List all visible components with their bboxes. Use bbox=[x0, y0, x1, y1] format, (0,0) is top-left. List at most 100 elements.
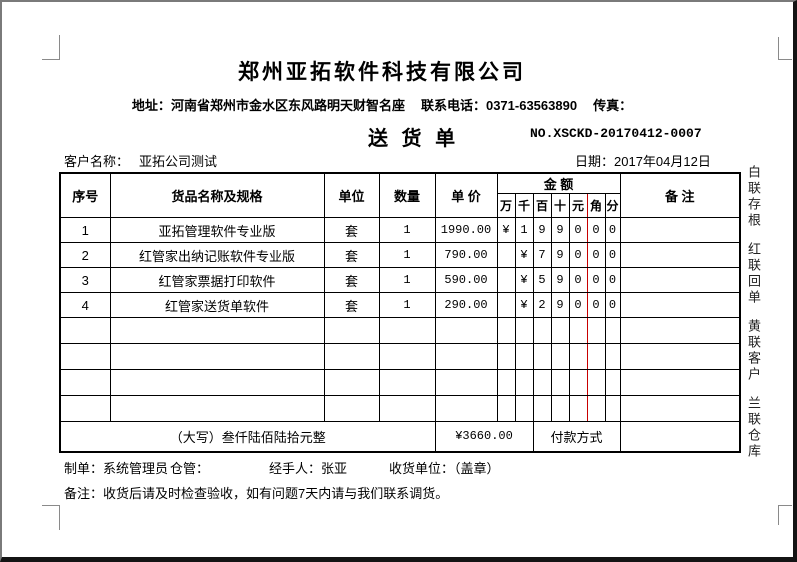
header-amount: 金 额 bbox=[496, 172, 621, 194]
cell-unit: 套 bbox=[323, 292, 380, 318]
copy-labels: 白联存根 红联回单 黄联客户 兰联仓库 bbox=[743, 165, 763, 460]
amount-digit: 9 bbox=[550, 242, 570, 268]
amount-digit: ¥ bbox=[514, 242, 534, 268]
date-field: 日期：2017年04月12日 bbox=[575, 151, 711, 170]
cell-qty: 1 bbox=[378, 242, 436, 268]
cell-remark bbox=[619, 217, 741, 243]
cell-remark bbox=[619, 267, 741, 293]
amount-digit: 0 bbox=[604, 267, 621, 293]
amount-digit: 0 bbox=[604, 292, 621, 318]
maker-label: 制单： bbox=[64, 461, 104, 476]
table-row-empty bbox=[59, 395, 741, 422]
digit-header-yuan: 元 bbox=[568, 193, 588, 218]
copy-label-blue-warehouse: 兰联仓库 bbox=[746, 396, 761, 460]
digit-header-bai: 百 bbox=[532, 193, 552, 218]
cell-remark bbox=[619, 242, 741, 268]
warehouse-field: 仓管： bbox=[170, 458, 209, 477]
amount-digit: 7 bbox=[532, 242, 552, 268]
amount-digit: 0 bbox=[604, 217, 621, 243]
date-label: 日期： bbox=[575, 154, 615, 169]
summary-remark-cell bbox=[619, 421, 741, 452]
digit-header-fen: 分 bbox=[604, 193, 621, 218]
cell-product-name: 亚拓管理软件专业版 bbox=[109, 217, 325, 243]
date-value: 2017年04月12日 bbox=[614, 154, 711, 169]
amount-digit: 0 bbox=[586, 217, 606, 243]
amount-digit: 0 bbox=[604, 242, 621, 268]
amount-digit: 9 bbox=[550, 217, 570, 243]
copy-label-white-stub: 白联存根 bbox=[746, 165, 761, 229]
amount-digit: 9 bbox=[532, 217, 552, 243]
header-price: 单 价 bbox=[434, 172, 498, 218]
info-line: 客户名称： 亚拓公司测试 日期：2017年04月12日 bbox=[64, 151, 744, 170]
amount-digit: 2 bbox=[532, 292, 552, 318]
table-row: 1 亚拓管理软件专业版 套 1 1990.00 ¥ 1 9 9 0 0 0 bbox=[59, 217, 741, 243]
maker-value: 系统管理员 bbox=[103, 461, 169, 476]
cell-seq: 2 bbox=[59, 242, 111, 268]
cell-price: 1990.00 bbox=[434, 217, 498, 243]
amount-digit: 0 bbox=[568, 292, 588, 318]
amount-digit: 5 bbox=[532, 267, 552, 293]
cell-seq: 3 bbox=[59, 267, 111, 293]
amount-in-words: （大写）叁仟陆佰陆拾元整 bbox=[59, 421, 436, 452]
receiver-label: 收货单位： bbox=[389, 461, 455, 476]
cell-product-name: 红管家送货单软件 bbox=[109, 292, 325, 318]
summary-row: （大写）叁仟陆佰陆拾元整 ¥3660.00 付款方式 bbox=[59, 421, 741, 452]
table-row: 3 红管家票据打印软件 套 1 590.00 ¥ 5 9 0 0 0 bbox=[59, 267, 741, 293]
cell-remark bbox=[619, 292, 741, 318]
digit-header-shi: 十 bbox=[550, 193, 570, 218]
receiver-field: 收货单位：（盖章） bbox=[389, 458, 500, 477]
amount-digit: ¥ bbox=[514, 292, 534, 318]
cell-qty: 1 bbox=[378, 217, 436, 243]
amount-digit: 9 bbox=[550, 267, 570, 293]
cell-seq: 4 bbox=[59, 292, 111, 318]
header-remark: 备 注 bbox=[619, 172, 741, 218]
digit-header-qian: 千 bbox=[514, 193, 534, 218]
print-margin-mark-top-left bbox=[42, 35, 60, 60]
fax-label: 传真： bbox=[593, 98, 633, 113]
handler-value: 张亚 bbox=[321, 461, 348, 476]
amount-digit: 0 bbox=[586, 292, 606, 318]
amount-digit: ¥ bbox=[496, 217, 516, 243]
amount-digit bbox=[496, 292, 516, 318]
phone-label: 联系电话： bbox=[420, 98, 486, 113]
table-row: 4 红管家送货单软件 套 1 290.00 ¥ 2 9 0 0 0 bbox=[59, 292, 741, 318]
company-name: 郑州亚拓软件科技有限公司 bbox=[238, 61, 526, 84]
address-label: 地址： bbox=[131, 98, 171, 113]
header-product-name: 货品名称及规格 bbox=[109, 172, 325, 218]
amount-digit: 0 bbox=[568, 217, 588, 243]
cell-product-name: 红管家票据打印软件 bbox=[109, 267, 325, 293]
copy-label-red-receipt: 红联回单 bbox=[746, 242, 761, 306]
amount-digit-header-row: 万 千 百 十 元 角 分 bbox=[60, 193, 740, 218]
delivery-table-wrap: 序号 货品名称及规格 单位 数量 单 价 金 额 备 注 万 千 百 十 元 角… bbox=[59, 172, 741, 453]
address-value: 河南省郑州市金水区东风路明天财智名座 bbox=[170, 98, 405, 113]
print-margin-mark-bottom-right bbox=[778, 505, 792, 525]
total-amount: ¥3660.00 bbox=[434, 421, 534, 452]
amount-digit: 0 bbox=[586, 242, 606, 268]
cell-product-name: 红管家出纳记账软件专业版 bbox=[109, 242, 325, 268]
cell-price: 590.00 bbox=[434, 267, 498, 293]
receiver-value: （盖章） bbox=[454, 461, 500, 476]
copy-label-yellow-customer: 黄联客户 bbox=[746, 319, 761, 383]
remark-note: 备注：收货后请及时检查验收，如有问题7天内请与我们联系调货。 bbox=[64, 486, 449, 501]
cell-seq: 1 bbox=[59, 217, 111, 243]
table-row: 2 红管家出纳记账软件专业版 套 1 790.00 ¥ 7 9 0 0 0 bbox=[59, 242, 741, 268]
cell-unit: 套 bbox=[323, 267, 380, 293]
amount-digit: 0 bbox=[568, 267, 588, 293]
company-address-line: 地址：河南省郑州市金水区东风路明天财智名座 联系电话：0371-63563890 传… bbox=[2, 95, 762, 114]
amount-digit bbox=[496, 242, 516, 268]
handler-label: 经手人： bbox=[269, 461, 322, 476]
amount-digit: 0 bbox=[586, 267, 606, 293]
print-margin-mark-bottom-left bbox=[42, 505, 60, 530]
header-unit: 单位 bbox=[323, 172, 380, 218]
table-row-empty bbox=[59, 317, 741, 344]
amount-digit: 0 bbox=[568, 242, 588, 268]
phone-value: 0371-63563890 bbox=[485, 98, 578, 113]
table-row-empty bbox=[59, 369, 741, 396]
cell-unit: 套 bbox=[323, 217, 380, 243]
digit-header-wan: 万 bbox=[496, 193, 516, 218]
table-header-row: 序号 货品名称及规格 单位 数量 单 价 金 额 备 注 bbox=[59, 172, 741, 218]
maker-field: 制单：系统管理员 bbox=[64, 458, 168, 477]
warehouse-label: 仓管： bbox=[170, 461, 210, 476]
amount-digit: ¥ bbox=[514, 267, 534, 293]
